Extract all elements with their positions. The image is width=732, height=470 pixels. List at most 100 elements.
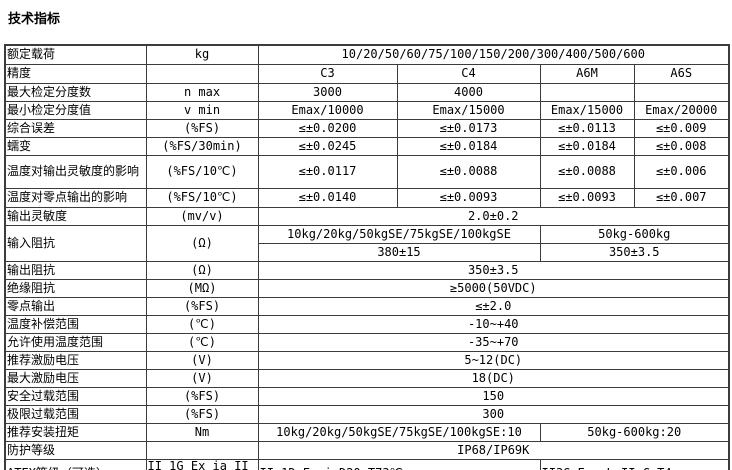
value-cell: 350±3.5 — [539, 243, 730, 262]
value-cell: Emax/20000 — [633, 101, 730, 120]
value-cell: ≤±0.0140 — [257, 188, 398, 208]
unit-cell: (%FS) — [145, 387, 259, 406]
unit-cell: (mv/v) — [145, 207, 259, 226]
unit-cell — [145, 441, 259, 460]
spec-label: ATEX等级（可选） — [4, 459, 147, 470]
value-cell: ≤±0.007 — [633, 188, 730, 208]
value-cell: 10kg/20kg/50kgSE/75kgSE/100kgSE:10 — [257, 423, 541, 442]
value-cell: ≤±0.006 — [633, 155, 730, 189]
spec-row-operating-temp-range: 允许使用温度范围 (℃) -35~+70 — [4, 333, 730, 352]
value-cell: ≤±0.0184 — [396, 137, 541, 156]
value-cell: 350±3.5 — [257, 261, 730, 280]
value-cell: Emax/15000 — [396, 101, 541, 120]
spec-row-rated-load: 额定载荷 kg 10/20/50/60/75/100/150/200/300/4… — [4, 44, 730, 65]
spec-row-insulation-impedance: 绝缘阻抗 (MΩ) ≥5000(50VDC) — [4, 279, 730, 298]
spec-row-v-min: 最小检定分度值 v min Emax/10000 Emax/15000 Emax… — [4, 101, 730, 120]
grade-header-c3: C3 — [257, 64, 398, 84]
value-cell: 2.0±0.2 — [257, 207, 730, 226]
spec-row-protection-class: 防护等级 IP68/IP69K — [4, 441, 730, 460]
spec-label: 输出阻抗 — [4, 261, 147, 280]
value-cell: ≤±0.009 — [633, 119, 730, 138]
value-cell: ≤±0.008 — [633, 137, 730, 156]
unit-cell: (%FS/10℃) — [145, 155, 259, 189]
range-header-cell: 10kg/20kg/50kgSE/75kgSE/100kgSE — [257, 225, 541, 244]
spec-label: 综合误差 — [4, 119, 147, 138]
spec-row-temp-compensation-range: 温度补偿范围 (℃) -10~+40 — [4, 315, 730, 334]
spec-row-combined-error: 综合误差 (%FS) ≤±0.0200 ≤±0.0173 ≤±0.0113 ≤±… — [4, 119, 730, 138]
unit-cell: (%FS) — [145, 119, 259, 138]
unit-cell: kg — [145, 44, 259, 65]
value-cell: 4000 — [396, 83, 541, 102]
spec-label: 安全过载范围 — [4, 387, 147, 406]
spec-row-recommended-excitation: 推荐激励电压 (V) 5~12(DC) — [4, 351, 730, 370]
grade-header-a6s: A6S — [633, 64, 730, 84]
value-cell: 3000 — [257, 83, 398, 102]
spec-row-zero-output: 零点输出 (%FS) ≤±2.0 — [4, 297, 730, 316]
value-cell: ≤±0.0184 — [539, 137, 635, 156]
spec-row-creep: 蠕变 (%FS/30min) ≤±0.0245 ≤±0.0184 ≤±0.018… — [4, 137, 730, 156]
spec-label: 精度 — [4, 64, 147, 84]
spec-label: 最大检定分度数 — [4, 83, 147, 102]
value-cell: ≥5000(50VDC) — [257, 279, 730, 298]
page-title: 技术指标 — [8, 12, 61, 27]
unit-cell — [145, 64, 259, 84]
value-cell: ≤±0.0173 — [396, 119, 541, 138]
value-cell: IP68/IP69K — [257, 441, 730, 460]
value-cell: Emax/15000 — [539, 101, 635, 120]
atex-value-cell: II 1G Ex ia II 1C T4 — [145, 459, 259, 470]
value-cell: ≤±0.0093 — [539, 188, 635, 208]
unit-cell: (Ω) — [145, 225, 259, 262]
value-cell: ≤±0.0117 — [257, 155, 398, 189]
value-cell: 50kg-600kg:20 — [539, 423, 730, 442]
value-cell: ≤±0.0200 — [257, 119, 398, 138]
spec-row-temp-effect-sensitivity: 温度对输出灵敏度的影响 (%FS/10℃) ≤±0.0117 ≤±0.0088 … — [4, 155, 730, 189]
spec-row-atex-class: ATEX等级（可选） II 1G Ex ia II 1C T4 II 1D Ex… — [4, 459, 730, 470]
spec-row-output-sensitivity: 输出灵敏度 (mv/v) 2.0±0.2 — [4, 207, 730, 226]
spec-row-accuracy: 精度 C3 C4 A6M A6S — [4, 64, 730, 84]
value-cell: ≤±0.0088 — [539, 155, 635, 189]
value-cell: 5~12(DC) — [257, 351, 730, 370]
unit-cell: (℃) — [145, 333, 259, 352]
spec-label: 防护等级 — [4, 441, 147, 460]
range-header-cell: 50kg-600kg — [539, 225, 730, 244]
spec-label: 温度对输出灵敏度的影响 — [4, 155, 147, 189]
spec-label: 蠕变 — [4, 137, 147, 156]
unit-cell: v min — [145, 101, 259, 120]
unit-cell: (Ω) — [145, 261, 259, 280]
spec-label: 输入阻抗 — [4, 225, 147, 262]
spec-label: 绝缘阻抗 — [4, 279, 147, 298]
unit-cell: (%FS) — [145, 405, 259, 424]
value-cell: Emax/10000 — [257, 101, 398, 120]
spec-row-max-excitation: 最大激励电压 (V) 18(DC) — [4, 369, 730, 388]
value-cell: -35~+70 — [257, 333, 730, 352]
value-cell: 150 — [257, 387, 730, 406]
unit-cell: (V) — [145, 369, 259, 388]
spec-label: 温度补偿范围 — [4, 315, 147, 334]
value-cell: ≤±0.0113 — [539, 119, 635, 138]
spec-row-safe-overload: 安全过载范围 (%FS) 150 — [4, 387, 730, 406]
value-cell: 10/20/50/60/75/100/150/200/300/400/500/6… — [257, 44, 730, 65]
grade-header-c4: C4 — [396, 64, 541, 84]
spec-label: 推荐激励电压 — [4, 351, 147, 370]
spec-row-ultimate-overload: 极限过载范围 (%FS) 300 — [4, 405, 730, 424]
unit-cell: (%FS/10℃) — [145, 188, 259, 208]
spec-row-input-impedance: 输入阻抗 (Ω) 10kg/20kg/50kgSE/75kgSE/100kgSE… — [4, 225, 730, 262]
value-cell: ≤±2.0 — [257, 297, 730, 316]
spec-label: 允许使用温度范围 — [4, 333, 147, 352]
spec-label: 额定载荷 — [4, 44, 147, 65]
value-cell: -10~+40 — [257, 315, 730, 334]
spec-label: 极限过载范围 — [4, 405, 147, 424]
unit-cell: (%FS) — [145, 297, 259, 316]
spec-label: 最大激励电压 — [4, 369, 147, 388]
unit-cell: (V) — [145, 351, 259, 370]
value-cell: ≤±0.0245 — [257, 137, 398, 156]
spec-label: 温度对零点输出的影响 — [4, 188, 147, 208]
spec-row-temp-effect-zero: 温度对零点输出的影响 (%FS/10℃) ≤±0.0140 ≤±0.0093 ≤… — [4, 188, 730, 208]
value-cell: 300 — [257, 405, 730, 424]
atex-value-cell: II3G Ex nL II C T4 — [539, 459, 730, 470]
value-cell: ≤±0.0093 — [396, 188, 541, 208]
spec-label: 输出灵敏度 — [4, 207, 147, 226]
unit-cell: (℃) — [145, 315, 259, 334]
spec-label: 推荐安装扭矩 — [4, 423, 147, 442]
